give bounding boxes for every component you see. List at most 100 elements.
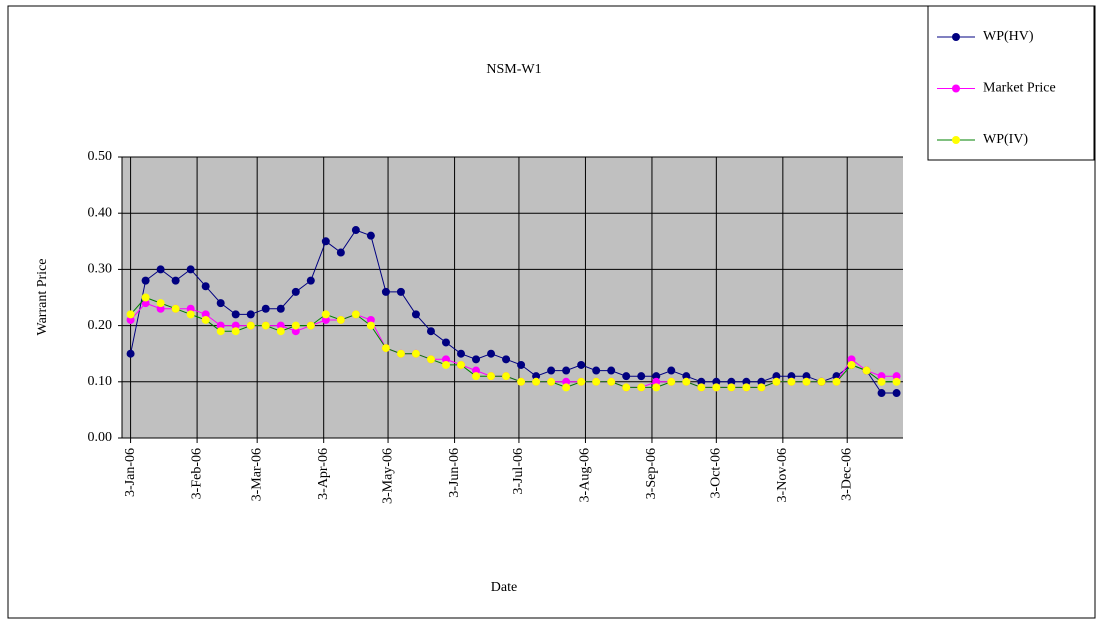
data-point <box>126 315 135 324</box>
data-point <box>472 366 481 375</box>
data-point <box>291 321 300 330</box>
y-tick-label: 0.00 <box>88 430 113 445</box>
data-point <box>321 310 330 319</box>
data-point <box>186 265 195 274</box>
chart-title: NSM-W1 <box>486 62 541 77</box>
data-point <box>697 383 706 392</box>
data-point <box>276 321 285 330</box>
data-point <box>441 360 450 369</box>
data-point <box>592 377 601 386</box>
data-point <box>577 377 586 386</box>
data-point <box>817 377 826 386</box>
data-point <box>156 265 165 274</box>
data-point <box>757 383 766 392</box>
data-point <box>547 377 556 386</box>
y-tick-label: 0.30 <box>88 262 113 277</box>
y-tick-label: 0.20 <box>88 318 113 333</box>
data-point <box>517 377 526 386</box>
data-point <box>156 299 165 308</box>
data-point <box>517 360 526 369</box>
data-point <box>847 360 856 369</box>
data-point <box>727 377 736 386</box>
data-point <box>892 372 901 381</box>
data-point <box>396 349 405 358</box>
data-point <box>622 383 631 392</box>
data-point <box>877 372 886 381</box>
data-point <box>607 377 616 386</box>
plot-area <box>122 157 903 438</box>
data-point <box>261 304 270 313</box>
x-tick-label: 3-Dec-06 <box>839 448 854 501</box>
series-line <box>130 296 897 388</box>
data-point <box>487 349 496 358</box>
legend-marker <box>952 33 960 41</box>
data-point <box>727 383 736 392</box>
data-point <box>441 355 450 364</box>
data-point <box>171 276 180 285</box>
data-point <box>832 377 841 386</box>
data-point <box>231 310 240 319</box>
data-point <box>472 355 481 364</box>
data-point <box>652 377 661 386</box>
data-point <box>126 310 135 319</box>
data-point <box>532 377 541 386</box>
data-point <box>547 366 556 375</box>
data-point <box>877 389 886 398</box>
legend-marker <box>952 136 960 144</box>
data-point <box>457 360 466 369</box>
x-tick-label: 3-Feb-06 <box>189 448 204 499</box>
legend-marker <box>952 84 960 93</box>
data-point <box>637 372 646 381</box>
data-point <box>441 338 450 347</box>
data-point <box>156 304 165 313</box>
data-point <box>862 366 871 375</box>
x-tick-label: 3-Apr-06 <box>316 448 331 500</box>
data-point <box>682 372 691 381</box>
data-point <box>306 276 315 285</box>
data-point <box>802 372 811 381</box>
data-point <box>276 304 285 313</box>
data-point <box>201 310 210 319</box>
data-point <box>201 315 210 324</box>
data-point <box>757 377 766 386</box>
data-point <box>622 372 631 381</box>
data-point <box>502 372 511 381</box>
y-tick-label: 0.40 <box>88 205 113 220</box>
data-point <box>216 327 225 336</box>
data-point <box>366 321 375 330</box>
data-point <box>577 360 586 369</box>
x-tick-label: 3-May-06 <box>380 448 395 504</box>
data-point <box>321 237 330 246</box>
y-axis-label: Warrant Price <box>35 259 50 336</box>
data-point <box>682 377 691 386</box>
data-point <box>742 377 751 386</box>
data-point <box>637 383 646 392</box>
x-tick-label: 3-Mar-06 <box>249 448 264 501</box>
data-point <box>231 327 240 336</box>
x-tick-label: 3-Sep-06 <box>644 448 659 499</box>
data-point <box>562 377 571 386</box>
series-line <box>130 229 897 394</box>
data-point <box>712 383 721 392</box>
data-point <box>186 310 195 319</box>
legend-label: WP(HV) <box>983 29 1034 44</box>
data-point <box>276 327 285 336</box>
x-tick-label: 3-Jul-06 <box>511 448 526 495</box>
data-point <box>126 349 135 358</box>
data-point <box>396 287 405 296</box>
x-tick-label: 3-Jun-06 <box>447 448 462 498</box>
data-point <box>787 372 796 381</box>
data-point <box>532 372 541 381</box>
x-tick-label: 3-Aug-06 <box>578 448 593 502</box>
data-point <box>892 377 901 386</box>
data-point <box>141 276 150 285</box>
data-point <box>592 366 601 375</box>
data-point <box>426 355 435 364</box>
data-point <box>291 327 300 336</box>
x-tick-label: 3-Oct-06 <box>709 448 724 499</box>
data-point <box>246 321 255 330</box>
data-point <box>802 377 811 386</box>
data-point <box>366 231 375 240</box>
data-point <box>201 282 210 291</box>
data-point <box>306 321 315 330</box>
